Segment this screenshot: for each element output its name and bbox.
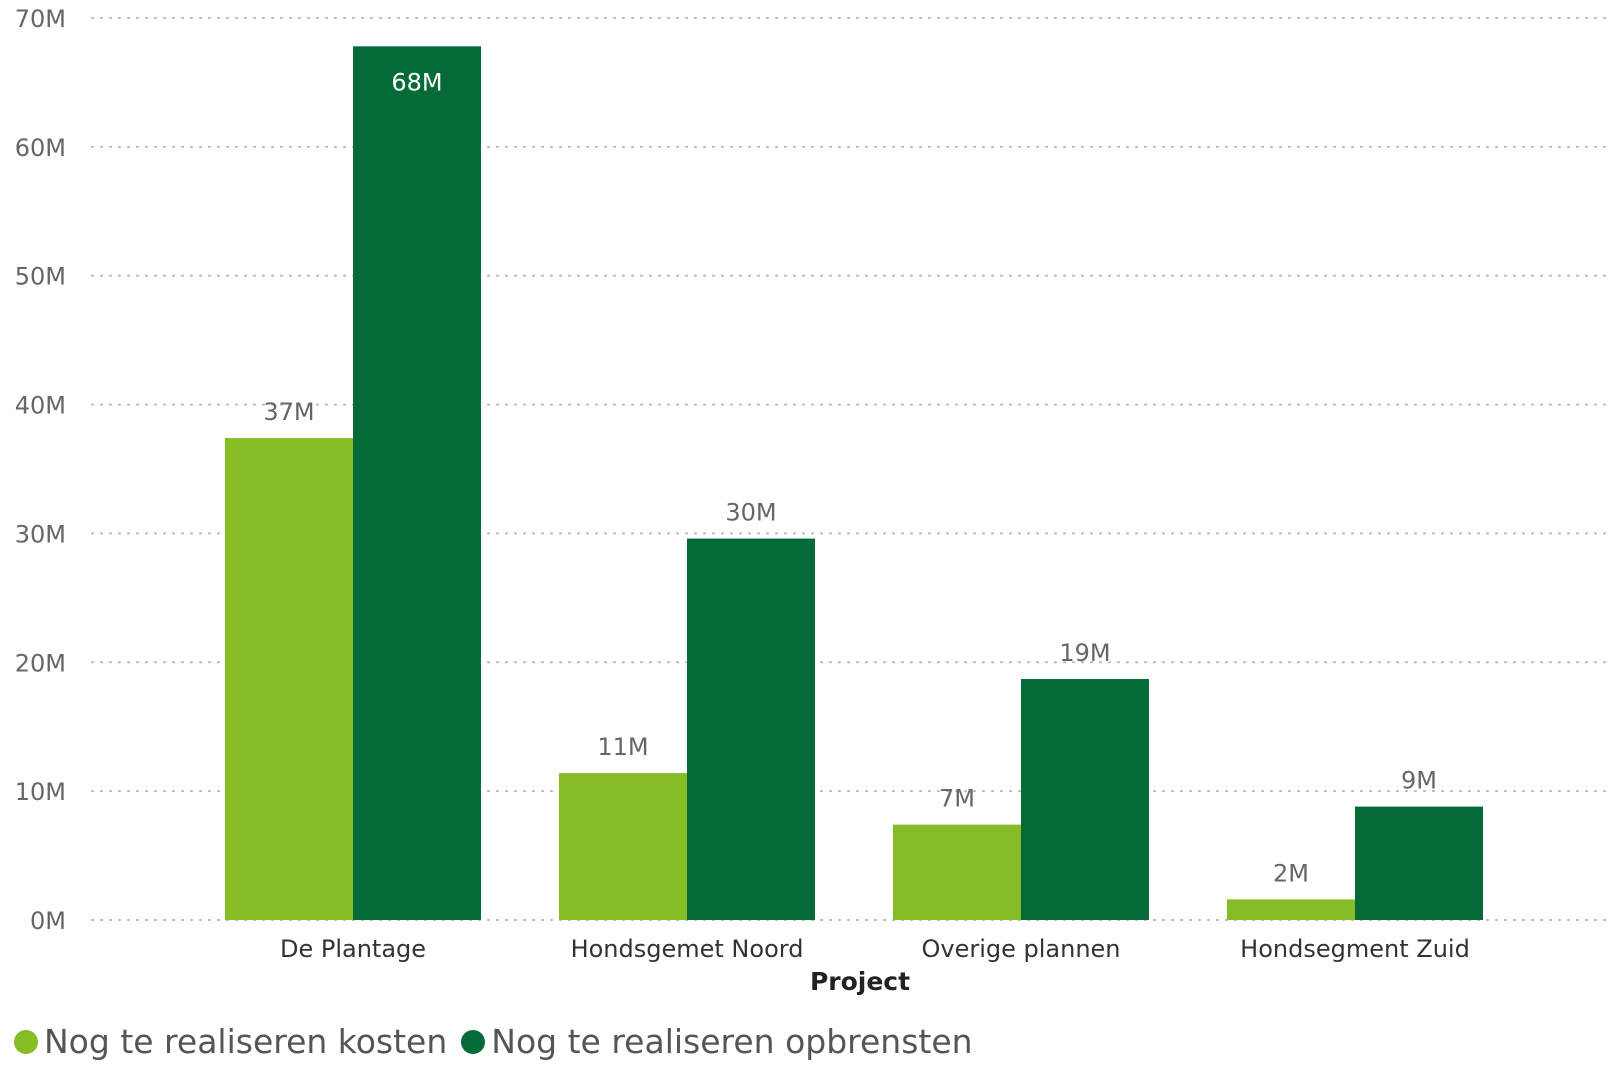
bar — [353, 46, 481, 920]
data-label: 68M — [391, 68, 442, 96]
data-label: 7M — [939, 785, 975, 813]
x-category-label: Overige plannen — [921, 935, 1120, 963]
data-label: 19M — [1059, 639, 1110, 667]
y-tick-label: 10M — [15, 778, 66, 806]
x-category-label: Hondsegment Zuid — [1240, 935, 1470, 963]
bar — [559, 773, 687, 920]
bar — [1227, 899, 1355, 920]
bar — [225, 438, 353, 920]
x-axis-title: Project — [810, 967, 910, 996]
y-tick-label: 70M — [15, 5, 66, 33]
y-tick-label: 50M — [15, 263, 66, 291]
data-label: 2M — [1273, 859, 1309, 887]
bar — [893, 824, 1021, 920]
legend-marker — [461, 1029, 486, 1054]
legend-marker — [14, 1029, 38, 1054]
data-label: 37M — [263, 398, 314, 426]
x-category-label: De Plantage — [280, 935, 426, 963]
y-tick-label: 60M — [15, 134, 66, 162]
data-label: 11M — [597, 733, 648, 761]
y-axis-ticks: 0M 10M 20M 30M 40M 50M 60M 70M — [15, 5, 66, 935]
legend-label: Nog te realiseren opbrensten — [491, 1022, 973, 1061]
legend: Nog te realiseren kosten Nog te realisere… — [14, 1022, 987, 1061]
y-tick-label: 20M — [15, 649, 66, 677]
data-labels: 37M 68M 11M 30M 7M 19M 2M 9M — [263, 68, 1437, 887]
bar — [687, 538, 815, 920]
y-tick-label: 30M — [15, 520, 66, 548]
legend-item[interactable]: Nog te realiseren opbrensten — [461, 1022, 973, 1061]
y-tick-label: 40M — [15, 392, 66, 420]
bars — [225, 46, 1483, 920]
legend-item[interactable]: Nog te realiseren kosten — [14, 1022, 447, 1061]
x-axis-categories: De Plantage Hondsgemet Noord Overige plann… — [280, 935, 1470, 963]
x-category-label: Hondsgemet Noord — [571, 935, 804, 963]
bar — [1355, 806, 1483, 920]
data-label: 30M — [725, 499, 776, 527]
bar-chart: 0M 10M 20M 30M 40M 50M 60M 70M 37M 68M 11M 30M 7M 19… — [15, 5, 1613, 996]
bar — [1021, 679, 1149, 920]
data-label: 9M — [1401, 767, 1437, 795]
y-tick-label: 0M — [30, 907, 66, 935]
legend-label: Nog te realiseren kosten — [44, 1022, 448, 1061]
